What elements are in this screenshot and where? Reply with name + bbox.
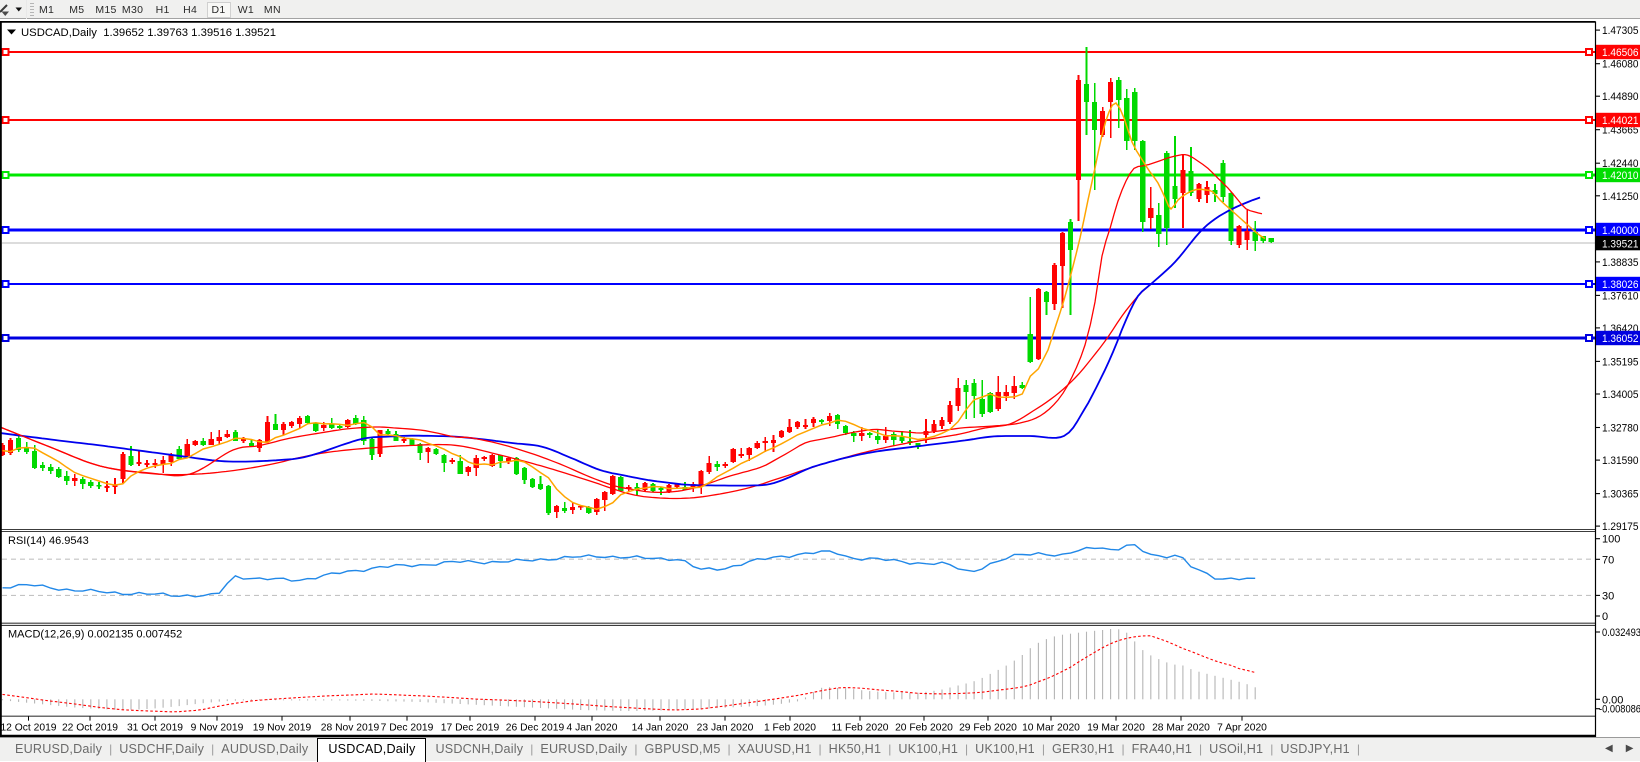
svg-text:1.30365: 1.30365 <box>1602 489 1639 501</box>
svg-text:19 Mar 2020: 19 Mar 2020 <box>1087 723 1145 734</box>
svg-text:1.32780: 1.32780 <box>1602 423 1639 435</box>
svg-text:1.37610: 1.37610 <box>1602 290 1639 302</box>
svg-text:1.34005: 1.34005 <box>1602 389 1639 401</box>
svg-text:14 Jan 2020: 14 Jan 2020 <box>632 723 689 734</box>
svg-text:RSI(14) 46.9543: RSI(14) 46.9543 <box>8 535 89 547</box>
svg-text:1.38026: 1.38026 <box>1602 279 1639 291</box>
svg-text:28 Mar 2020: 28 Mar 2020 <box>1152 723 1210 734</box>
svg-text:23 Jan 2020: 23 Jan 2020 <box>697 723 754 734</box>
svg-text:9 Nov 2019: 9 Nov 2019 <box>191 723 244 734</box>
svg-text:1.44021: 1.44021 <box>1602 115 1639 127</box>
svg-text:29 Feb 2020: 29 Feb 2020 <box>959 723 1017 734</box>
svg-text:1.35195: 1.35195 <box>1602 356 1639 368</box>
svg-text:12 Oct 2019: 12 Oct 2019 <box>0 723 56 734</box>
svg-text:19 Nov 2019: 19 Nov 2019 <box>253 723 312 734</box>
svg-text:1.46506: 1.46506 <box>1602 47 1639 59</box>
svg-text:USDCAD,Daily 1.39652 1.39763: USDCAD,Daily 1.39652 1.39763 1.39516 1.3… <box>21 27 276 39</box>
svg-text:0.032493: 0.032493 <box>1602 627 1640 639</box>
svg-text:30: 30 <box>1602 590 1614 602</box>
svg-text:1.31590: 1.31590 <box>1602 455 1639 467</box>
svg-text:1.40000: 1.40000 <box>1602 225 1639 237</box>
svg-text:1.43665: 1.43665 <box>1602 125 1639 137</box>
svg-text:MACD(12,26,9) 0.002135 0.00745: MACD(12,26,9) 0.002135 0.007452 <box>8 629 182 641</box>
svg-text:100: 100 <box>1602 534 1620 546</box>
svg-text:0: 0 <box>1602 611 1608 623</box>
svg-text:1 Feb 2020: 1 Feb 2020 <box>764 723 816 734</box>
svg-text:22 Oct 2019: 22 Oct 2019 <box>62 723 118 734</box>
svg-text:17 Dec 2019: 17 Dec 2019 <box>441 723 500 734</box>
svg-text:1.36052: 1.36052 <box>1602 333 1639 345</box>
svg-text:-0.008086: -0.008086 <box>1599 704 1640 716</box>
svg-text:7 Apr 2020: 7 Apr 2020 <box>1217 723 1267 734</box>
svg-text:10 Mar 2020: 10 Mar 2020 <box>1022 723 1080 734</box>
svg-text:28 Nov 2019: 28 Nov 2019 <box>321 723 380 734</box>
svg-text:0.00: 0.00 <box>1602 694 1623 706</box>
svg-text:1.44890: 1.44890 <box>1602 91 1639 103</box>
svg-text:1.46080: 1.46080 <box>1602 59 1639 71</box>
svg-text:1.42010: 1.42010 <box>1602 170 1639 182</box>
svg-text:1.41250: 1.41250 <box>1602 191 1639 203</box>
svg-text:7 Dec 2019: 7 Dec 2019 <box>381 723 434 734</box>
svg-text:1.39521: 1.39521 <box>1602 238 1639 250</box>
svg-text:1.38835: 1.38835 <box>1602 257 1639 269</box>
svg-text:1.47305: 1.47305 <box>1602 25 1639 37</box>
svg-text:26 Dec 2019: 26 Dec 2019 <box>506 723 565 734</box>
svg-text:1.29175: 1.29175 <box>1602 521 1639 533</box>
svg-text:4 Jan 2020: 4 Jan 2020 <box>567 723 618 734</box>
svg-text:31 Oct 2019: 31 Oct 2019 <box>127 723 183 734</box>
svg-text:20 Feb 2020: 20 Feb 2020 <box>895 723 953 734</box>
svg-text:11 Feb 2020: 11 Feb 2020 <box>831 723 888 734</box>
svg-text:1.42440: 1.42440 <box>1602 158 1639 170</box>
svg-text:70: 70 <box>1602 554 1614 566</box>
